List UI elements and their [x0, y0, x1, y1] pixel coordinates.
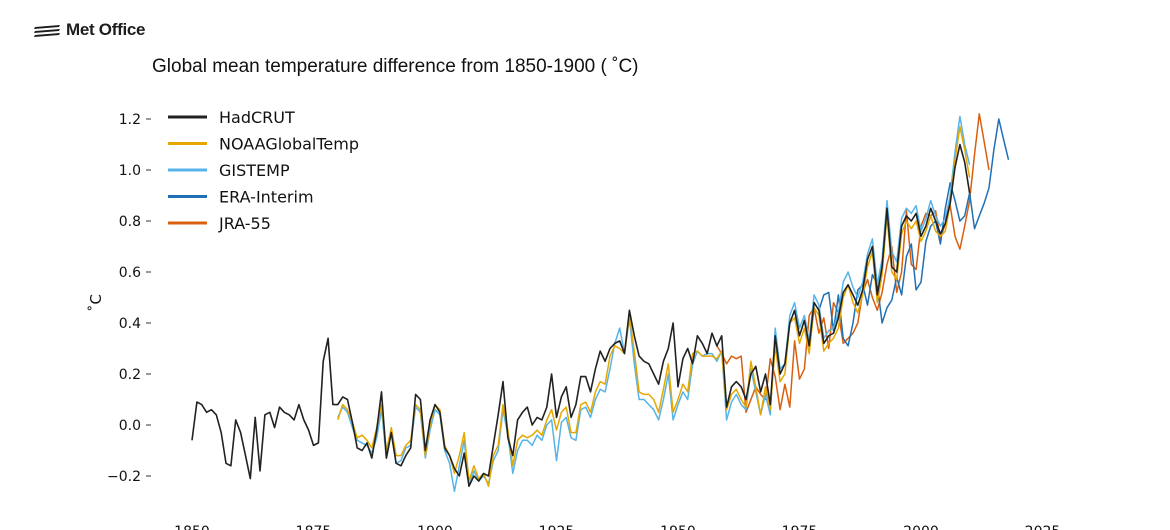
- brand-name: Met Office: [66, 20, 146, 39]
- x-tick-label: 1975: [782, 524, 818, 530]
- series-line-jra-55: [716, 113, 990, 414]
- y-axis-label: ˚C: [87, 294, 105, 312]
- x-tick-label: 1850: [174, 524, 210, 530]
- y-tick-label: 0.8: [119, 214, 141, 230]
- legend-label: ERA-Interim: [219, 188, 314, 207]
- legend-label: JRA-55: [218, 214, 271, 233]
- legend-label: GISTEMP: [219, 161, 290, 180]
- y-tick-label: 1.2: [119, 112, 141, 128]
- x-tick-label: 1875: [296, 524, 332, 530]
- chart-title: Global mean temperature difference from …: [152, 56, 639, 77]
- x-tick-label: 1925: [539, 524, 575, 530]
- x-tick-label: 2025: [1025, 524, 1061, 530]
- chart-legend: HadCRUT NOAAGlobalTemp GISTEMP ERA-Interim J…: [168, 108, 359, 233]
- chart-axes: −0.2 0.0 0.2 0.4 0.6 0.8 1.0 1.2 ˚C 1850 1875 1900 1…: [87, 112, 1060, 530]
- met-office-logo: Met Office: [34, 20, 145, 40]
- x-tick-label: 1900: [417, 524, 453, 530]
- y-tick-label: 0.6: [119, 265, 141, 281]
- series-line-noaaglobaltemp: [337, 125, 971, 487]
- y-tick-label: 1.0: [119, 163, 141, 179]
- y-tick-label: 0.4: [119, 316, 141, 332]
- y-tick-label: 0.2: [119, 367, 141, 383]
- chart-series-lines: [191, 113, 1010, 493]
- y-tick-label: 0.0: [119, 418, 141, 434]
- series-line-hadcrut: [191, 143, 971, 488]
- legend-label: HadCRUT: [219, 108, 295, 127]
- x-tick-label: 1950: [660, 524, 696, 530]
- met-office-logo-icon: [34, 25, 60, 37]
- y-tick-label: −0.2: [107, 469, 141, 485]
- legend-label: NOAAGlobalTemp: [219, 135, 359, 154]
- series-line-era-interim: [818, 118, 1010, 347]
- x-tick-label: 2000: [903, 524, 939, 530]
